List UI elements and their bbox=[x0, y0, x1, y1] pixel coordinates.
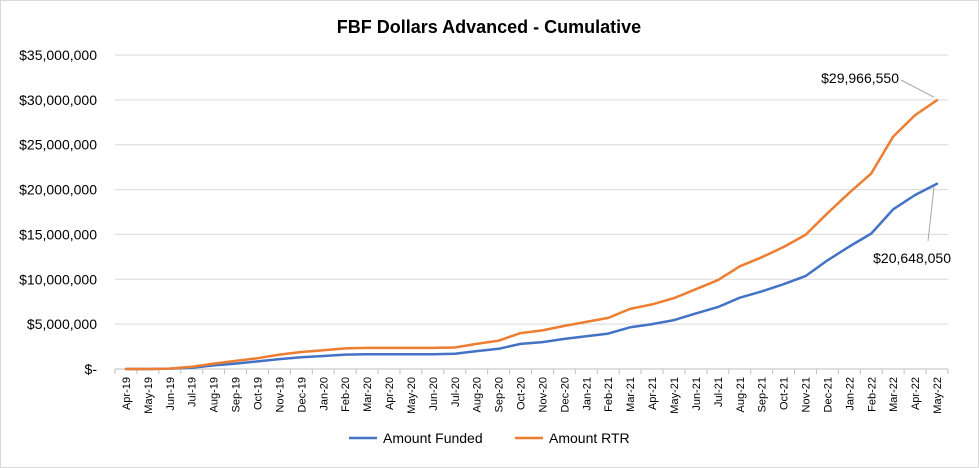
gridlines bbox=[115, 54, 948, 325]
annotation-leader-line bbox=[900, 79, 935, 98]
x-tick-label: Feb-20 bbox=[340, 377, 352, 412]
x-tick-label: Jul-19 bbox=[187, 377, 199, 407]
y-tick-label: $5,000,000 bbox=[27, 316, 97, 332]
x-tick-label: Dec-21 bbox=[822, 377, 834, 412]
series-line-amount-funded bbox=[124, 182, 939, 371]
chart-title: FBF Dollars Advanced - Cumulative bbox=[337, 17, 641, 37]
x-tick-label: Mar-20 bbox=[362, 377, 374, 412]
x-tick-label: Apr-21 bbox=[647, 377, 659, 410]
x-tick-label: Apr-20 bbox=[384, 377, 396, 410]
x-tick-label: Jun-20 bbox=[428, 377, 440, 411]
annotation-label: $20,648,050 bbox=[873, 250, 951, 266]
x-tick-label: Feb-22 bbox=[866, 377, 878, 412]
x-tick-label: Dec-20 bbox=[559, 377, 571, 412]
legend-label: Amount Funded bbox=[383, 430, 483, 446]
x-tick-label: Sep-20 bbox=[494, 377, 506, 412]
x-tick-label: May-19 bbox=[143, 377, 155, 414]
y-axis: $- $5,000,000 $10,000,000 $15,000,000 $20,00… bbox=[19, 47, 97, 377]
y-tick-label: $30,000,000 bbox=[19, 92, 97, 108]
x-tick-label: Apr-19 bbox=[121, 377, 133, 410]
y-tick-label: $- bbox=[85, 361, 98, 377]
x-tick-label: Sep-19 bbox=[231, 377, 243, 412]
x-tick-label: Nov-19 bbox=[274, 377, 286, 412]
y-tick-label: $25,000,000 bbox=[19, 137, 97, 153]
series-line-amount-rtr bbox=[124, 98, 939, 371]
y-tick-label: $35,000,000 bbox=[19, 47, 97, 63]
x-tick-label: Nov-20 bbox=[537, 377, 549, 412]
x-tick-label: May-22 bbox=[932, 377, 944, 414]
x-tick-label: Mar-22 bbox=[888, 377, 900, 412]
x-tick-label: Oct-19 bbox=[252, 377, 264, 410]
x-tick-label: Apr-22 bbox=[910, 377, 922, 410]
x-tick-label: Jan-21 bbox=[581, 377, 593, 411]
x-tick-label: Oct-21 bbox=[779, 377, 791, 410]
y-tick-label: $20,000,000 bbox=[19, 182, 97, 198]
x-tick-label: Nov-21 bbox=[801, 377, 813, 412]
annotation-leader-line bbox=[927, 186, 935, 242]
x-tick-label: Aug-20 bbox=[472, 377, 484, 412]
annotation-label: $29,966,550 bbox=[821, 70, 899, 86]
x-axis: Apr-19 May-19 Jun-19 Jul-19 Aug-19 Sep-19 Oct-… bbox=[114, 368, 949, 414]
series-lines bbox=[124, 98, 939, 371]
legend: Amount Funded Amount RTR bbox=[349, 430, 630, 446]
x-tick-label: Sep-21 bbox=[757, 377, 769, 412]
x-tick-label: Aug-21 bbox=[735, 377, 747, 412]
y-tick-label: $15,000,000 bbox=[19, 226, 97, 242]
x-tick-label: Jan-22 bbox=[844, 377, 856, 411]
x-tick-label: Feb-21 bbox=[603, 377, 615, 412]
x-tick-label: Oct-20 bbox=[516, 377, 528, 410]
x-tick-label: Jun-21 bbox=[691, 377, 703, 411]
x-tick-label: Jul-21 bbox=[713, 377, 725, 407]
x-tick-label: May-20 bbox=[406, 377, 418, 414]
x-tick-label: Dec-19 bbox=[296, 377, 308, 412]
legend-label: Amount RTR bbox=[549, 430, 630, 446]
x-tick-label: May-21 bbox=[669, 377, 681, 414]
x-tick-label: Jun-19 bbox=[165, 377, 177, 411]
data-annotations: $29,966,550 $20,648,050 bbox=[821, 70, 951, 266]
x-tick-label: Jan-20 bbox=[318, 377, 330, 411]
x-tick-label: Aug-19 bbox=[209, 377, 221, 412]
x-tick-label: Mar-21 bbox=[625, 377, 637, 412]
x-tick-label: Jul-20 bbox=[450, 377, 462, 407]
y-tick-label: $10,000,000 bbox=[19, 271, 97, 287]
